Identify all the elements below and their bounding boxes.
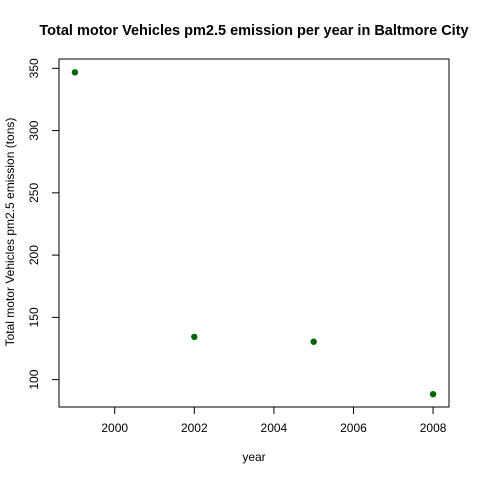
y-tick-label: 100: [27, 369, 41, 389]
x-axis-label: year: [242, 450, 265, 464]
data-point: [191, 333, 198, 341]
x-tick-label: 2008: [420, 421, 447, 435]
x-tick-label: 2004: [261, 421, 288, 435]
chart-title: Total motor Vehicles pm2.5 emission per …: [39, 23, 468, 39]
y-tick-label: 250: [27, 183, 41, 203]
y-tick-label: 150: [27, 307, 41, 327]
x-tick-label: 2000: [101, 421, 128, 435]
y-axis: 100 150 200 250 300 350: [27, 58, 60, 390]
data-point: [429, 390, 437, 398]
x-tick-label: 2002: [181, 421, 208, 435]
x-tick-label: 2006: [340, 421, 367, 435]
y-tick-label: 300: [27, 120, 41, 140]
y-axis-label: Total motor Vehicles pm2.5 emission (ton…: [3, 118, 17, 347]
data-points: [71, 69, 437, 398]
y-tick-label: 350: [27, 58, 41, 78]
data-point: [71, 69, 79, 76]
data-point: [310, 338, 317, 345]
x-axis: 2000 2002 2004 2006 2008: [101, 406, 447, 435]
y-tick-label: 200: [27, 245, 41, 265]
